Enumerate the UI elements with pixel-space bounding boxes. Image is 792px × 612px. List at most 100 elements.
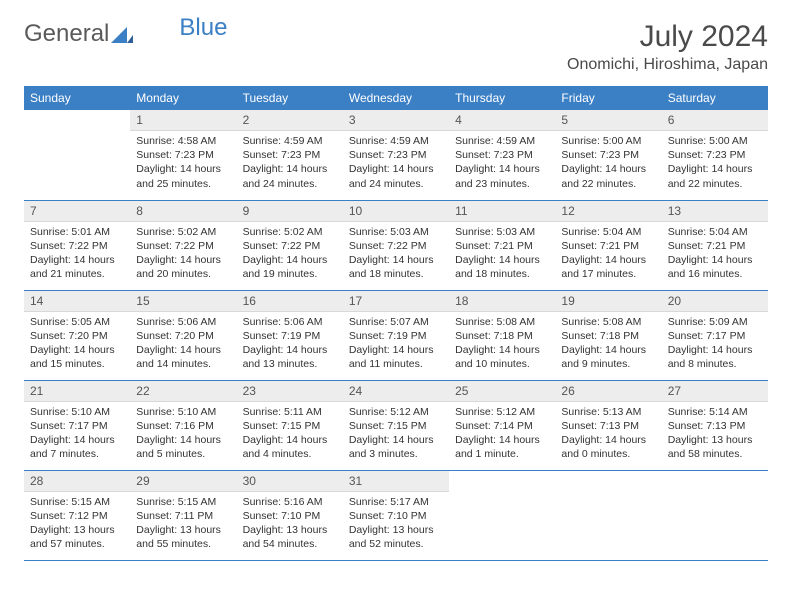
calendar-cell: 29Sunrise: 5:15 AMSunset: 7:11 PMDayligh… — [130, 470, 236, 560]
day-content: Sunrise: 5:02 AMSunset: 7:22 PMDaylight:… — [130, 222, 236, 288]
sunset-line: Sunset: 7:10 PM — [349, 510, 427, 522]
weekday-header: Monday — [130, 86, 236, 110]
daylight-line: Daylight: 14 hours and 11 minutes. — [349, 344, 434, 370]
sunset-line: Sunset: 7:20 PM — [136, 330, 214, 342]
sunrise-line: Sunrise: 5:10 AM — [30, 406, 110, 418]
daylight-line: Daylight: 14 hours and 7 minutes. — [30, 434, 115, 460]
daylight-line: Daylight: 14 hours and 3 minutes. — [349, 434, 434, 460]
calendar-cell: 21Sunrise: 5:10 AMSunset: 7:17 PMDayligh… — [24, 380, 130, 470]
sunset-line: Sunset: 7:18 PM — [561, 330, 639, 342]
sunset-line: Sunset: 7:23 PM — [243, 149, 321, 161]
sunset-line: Sunset: 7:23 PM — [561, 149, 639, 161]
daylight-line: Daylight: 14 hours and 23 minutes. — [455, 163, 540, 189]
weekday-header: Wednesday — [343, 86, 449, 110]
daylight-line: Daylight: 13 hours and 54 minutes. — [243, 524, 328, 550]
daylight-line: Daylight: 14 hours and 18 minutes. — [349, 254, 434, 280]
sunset-line: Sunset: 7:13 PM — [561, 420, 639, 432]
calendar-cell: 22Sunrise: 5:10 AMSunset: 7:16 PMDayligh… — [130, 380, 236, 470]
calendar-cell: 11Sunrise: 5:03 AMSunset: 7:21 PMDayligh… — [449, 200, 555, 290]
sunset-line: Sunset: 7:19 PM — [243, 330, 321, 342]
day-number: 7 — [24, 201, 130, 222]
calendar-cell: 1Sunrise: 4:58 AMSunset: 7:23 PMDaylight… — [130, 110, 236, 200]
sunset-line: Sunset: 7:15 PM — [349, 420, 427, 432]
sunrise-line: Sunrise: 5:06 AM — [136, 316, 216, 328]
day-content: Sunrise: 5:06 AMSunset: 7:20 PMDaylight:… — [130, 312, 236, 378]
sunset-line: Sunset: 7:17 PM — [30, 420, 108, 432]
calendar-cell: 9Sunrise: 5:02 AMSunset: 7:22 PMDaylight… — [237, 200, 343, 290]
sunset-line: Sunset: 7:21 PM — [561, 240, 639, 252]
calendar-cell: 26Sunrise: 5:13 AMSunset: 7:13 PMDayligh… — [555, 380, 661, 470]
daylight-line: Daylight: 14 hours and 22 minutes. — [561, 163, 646, 189]
day-content: Sunrise: 4:59 AM Sunset: 7:23 PM Daylight:… — [343, 131, 449, 197]
day-content: Sunrise: 5:14 AMSunset: 7:13 PMDaylight:… — [662, 402, 768, 468]
day-number: 24 — [343, 381, 449, 402]
weekday-header: Saturday — [662, 86, 768, 110]
day-number: 5 — [555, 110, 661, 131]
daylight-line: Daylight: 14 hours and 4 minutes. — [243, 434, 328, 460]
sunset-line: Sunset: 7:21 PM — [455, 240, 533, 252]
weekday-header-row: SundayMondayTuesdayWednesdayThursdayFrid… — [24, 86, 768, 110]
calendar-cell: 24Sunrise: 5:12 AMSunset: 7:15 PMDayligh… — [343, 380, 449, 470]
day-content: Sunrise: 5:09 AMSunset: 7:17 PMDaylight:… — [662, 312, 768, 378]
sunset-line: Sunset: 7:23 PM — [136, 149, 214, 161]
day-number: 30 — [237, 471, 343, 492]
sunrise-line: Sunrise: 5:04 AM — [668, 226, 748, 238]
day-content: Sunrise: 5:06 AMSunset: 7:19 PMDaylight:… — [237, 312, 343, 378]
weekday-header: Sunday — [24, 86, 130, 110]
weekday-header: Friday — [555, 86, 661, 110]
daylight-line: Daylight: 14 hours and 19 minutes. — [243, 254, 328, 280]
day-number: 19 — [555, 291, 661, 312]
day-content: Sunrise: 4:59 AMSunset: 7:23 PMDaylight:… — [449, 131, 555, 197]
day-number: 22 — [130, 381, 236, 402]
day-number: 18 — [449, 291, 555, 312]
sunrise-line: Sunrise: 5:02 AM — [243, 226, 323, 238]
day-content: Sunrise: 5:13 AMSunset: 7:13 PMDaylight:… — [555, 402, 661, 468]
day-number: 31 — [343, 471, 449, 492]
daylight-line: Daylight: 13 hours and 57 minutes. — [30, 524, 115, 550]
calendar-cell: 17Sunrise: 5:07 AMSunset: 7:19 PMDayligh… — [343, 290, 449, 380]
day-number: 20 — [662, 291, 768, 312]
calendar-cell: 14Sunrise: 5:05 AMSunset: 7:20 PMDayligh… — [24, 290, 130, 380]
calendar-cell: 8Sunrise: 5:02 AMSunset: 7:22 PMDaylight… — [130, 200, 236, 290]
weekday-header: Thursday — [449, 86, 555, 110]
sunrise-line: Sunrise: 5:08 AM — [455, 316, 535, 328]
day-number: 13 — [662, 201, 768, 222]
brand-part1: General — [24, 20, 109, 48]
sunrise-line: Sunrise: 5:09 AM — [668, 316, 748, 328]
brand-part2: Blue — [179, 14, 227, 42]
day-content: Sunrise: 5:01 AMSunset: 7:22 PMDaylight:… — [24, 222, 130, 288]
sunrise-line: Sunrise: 5:10 AM — [136, 406, 216, 418]
day-content: Sunrise: 5:03 AMSunset: 7:22 PMDaylight:… — [343, 222, 449, 288]
day-content: Sunrise: 5:00 AMSunset: 7:23 PMDaylight:… — [662, 131, 768, 197]
calendar-cell: 20Sunrise: 5:09 AMSunset: 7:17 PMDayligh… — [662, 290, 768, 380]
calendar-cell: 23Sunrise: 5:11 AMSunset: 7:15 PMDayligh… — [237, 380, 343, 470]
sunrise-line: Sunrise: 5:01 AM — [30, 226, 110, 238]
calendar-cell: 15Sunrise: 5:06 AMSunset: 7:20 PMDayligh… — [130, 290, 236, 380]
calendar-cell: 28Sunrise: 5:15 AMSunset: 7:12 PMDayligh… — [24, 470, 130, 560]
daylight-line: Daylight: 14 hours and 24 minutes. — [349, 163, 434, 189]
sunset-line: Sunset: 7:23 PM — [349, 149, 427, 161]
sunrise-line: Sunrise: 5:07 AM — [349, 316, 429, 328]
day-content: Sunrise: 5:10 AM Sunset: 7:17 PM Daylight:… — [24, 402, 130, 468]
sunset-line: Sunset: 7:20 PM — [30, 330, 108, 342]
page-header: General Blue July 2024 Onomichi, Hiroshi… — [24, 20, 768, 74]
daylight-line: Daylight: 14 hours and 21 minutes. — [30, 254, 115, 280]
sunrise-line: Sunrise: 4:59 AM — [349, 135, 429, 147]
sunset-line: Sunset: 7:12 PM — [30, 510, 108, 522]
day-content: Sunrise: 4:58 AMSunset: 7:23 PMDaylight:… — [130, 131, 236, 197]
calendar-cell: 4Sunrise: 4:59 AMSunset: 7:23 PMDaylight… — [449, 110, 555, 200]
day-number: 4 — [449, 110, 555, 131]
brand-logo: General Blue — [24, 20, 227, 48]
daylight-line: Daylight: 13 hours and 55 minutes. — [136, 524, 221, 550]
day-content: Sunrise: 5:08 AMSunset: 7:18 PMDaylight:… — [555, 312, 661, 378]
day-content: Sunrise: 5:16 AMSunset: 7:10 PMDaylight:… — [237, 492, 343, 558]
month-title: July 2024 — [567, 20, 768, 54]
calendar-row: ..1Sunrise: 4:58 AMSunset: 7:23 PMDaylig… — [24, 110, 768, 200]
sunrise-line: Sunrise: 5:05 AM — [30, 316, 110, 328]
day-number: 23 — [237, 381, 343, 402]
daylight-line: Daylight: 13 hours and 58 minutes. — [668, 434, 753, 460]
calendar-cell: 19Sunrise: 5:08 AMSunset: 7:18 PMDayligh… — [555, 290, 661, 380]
calendar-cell: 25Sunrise: 5:12 AMSunset: 7:14 PMDayligh… — [449, 380, 555, 470]
day-number: 8 — [130, 201, 236, 222]
calendar-cell: 6Sunrise: 5:00 AMSunset: 7:23 PMDaylight… — [662, 110, 768, 200]
